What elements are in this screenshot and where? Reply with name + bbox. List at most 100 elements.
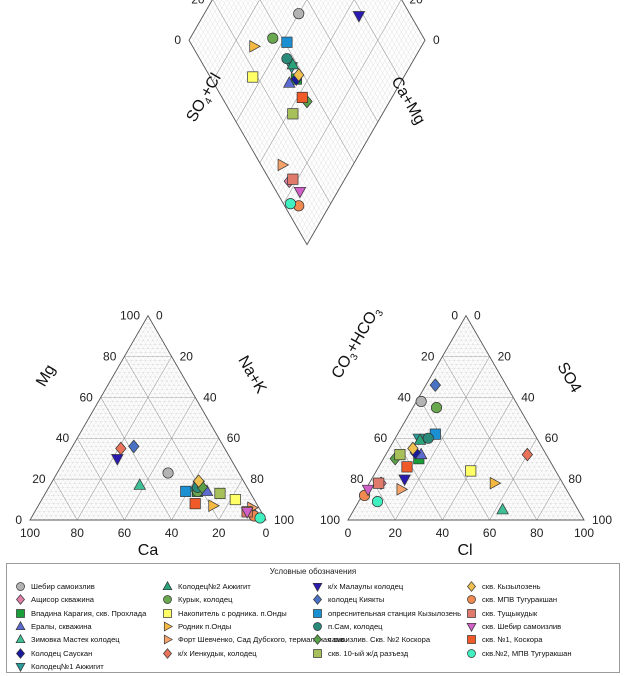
anion-point-circle — [430, 402, 443, 414]
legend-item-label: Колодец№1 Акжигит — [31, 661, 104, 671]
legend-item: колодец Киякты — [312, 593, 466, 606]
legend-item-label: к/х Малаулы колодец — [328, 582, 404, 592]
legend-item: Колодец№1 Акжигит — [15, 660, 162, 673]
sample-points — [111, 8, 534, 524]
tick-label: 20 — [409, 0, 423, 6]
tick-label: 100 — [320, 513, 340, 527]
legend-item-label: колодец Киякты — [328, 595, 385, 605]
legend-column: к/х Малаулы колодец колодец Киякты опресни… — [312, 580, 466, 673]
tick-label: 60 — [483, 526, 497, 540]
tick-label: 80 — [250, 472, 264, 486]
legend-item: к/х Иенкудык, колодец — [162, 646, 312, 659]
tick-label: 0 — [345, 526, 352, 540]
legend-item-label: Ащисор скважина — [31, 595, 95, 605]
tick-label: 40 — [521, 390, 535, 404]
square-marker-icon — [467, 635, 476, 645]
tick-label: 80 — [530, 526, 544, 540]
tick-label: 100 — [592, 513, 612, 527]
tick-labels: 0002020204040406060608080801001001000100… — [15, 0, 612, 540]
anion-point-square — [373, 477, 385, 489]
diamond-point-square — [287, 173, 299, 185]
anion-point-triangle-up — [496, 502, 509, 515]
legend-item-label: Колодец Саускан — [31, 648, 93, 658]
anion-x-label: Cl — [457, 542, 472, 559]
anion-point-square — [401, 461, 413, 473]
legend-item-label: Накопитель с родника. п.Онды — [178, 608, 287, 618]
cation-point-square — [180, 485, 192, 497]
cation-point-square — [214, 487, 226, 499]
anion-point-triangle-right — [489, 476, 502, 490]
tick-label: 0 — [451, 309, 458, 323]
circle-marker-icon — [16, 582, 25, 591]
legend-item-label: Шебир самоизлив — [31, 582, 95, 592]
cation-point-triangle-down — [240, 507, 254, 519]
legend-item-label: скв. 10-ый ж/д разъезд — [328, 648, 409, 658]
diamond-point-circle — [293, 8, 305, 20]
legend-item-label: Курык, колодец — [178, 595, 233, 605]
tick-label: 40 — [203, 390, 217, 404]
tick-label: 20 — [212, 526, 226, 540]
legend-item-label: Зимовка Мастек колодец — [31, 635, 120, 645]
cation-point-square — [189, 498, 201, 510]
diamond-point-square — [296, 91, 308, 103]
tick-label: 60 — [79, 390, 93, 404]
cation-point-diamond — [193, 474, 205, 488]
legend-item: Колодец Саускан — [15, 646, 162, 659]
diamond-point-circle — [284, 198, 297, 210]
tick-label: 20 — [180, 349, 194, 363]
anion-point-triangle-down — [398, 474, 411, 487]
legend-item: скв. 10-ый ж/д разъезд — [312, 646, 466, 659]
legend-item: Зимовка Мастек колодец — [15, 633, 162, 646]
legend-item: Ералы, скважина — [15, 620, 162, 633]
tick-label: 40 — [397, 390, 411, 404]
legend-item: самоизлив. Скв. №2 Коскора — [312, 633, 466, 646]
anion-point-circle — [415, 395, 427, 408]
diamond-point-triangle-right — [249, 40, 261, 53]
diamond-marker-icon — [16, 594, 25, 606]
square-marker-icon — [163, 608, 172, 618]
tick-label: 60 — [374, 431, 388, 445]
tick-label: 80 — [71, 526, 85, 540]
diamond-marker-icon — [163, 647, 172, 659]
legend-item-label: Родник п.Онды — [178, 622, 232, 632]
tick-label: 0 — [433, 33, 440, 47]
cation-point-diamond — [128, 439, 140, 454]
tick-label: 20 — [421, 349, 435, 363]
cation-left-label: Mg — [33, 362, 59, 390]
cation-point-triangle-down — [111, 454, 124, 466]
square-marker-icon — [313, 648, 322, 658]
diamond-marker-icon — [313, 594, 322, 606]
triangle-outlines — [29, 0, 585, 521]
triangle-up-marker-icon — [15, 621, 26, 631]
tick-label: 0 — [15, 513, 22, 527]
diamond-point-triangle-right — [277, 158, 290, 172]
cation-point-triangle-right — [208, 499, 220, 513]
legend-item: скв. Кызылозень — [466, 580, 615, 593]
cation-point-square — [229, 494, 241, 506]
legend-item: Ащисор скважина — [15, 593, 162, 606]
tick-label: 20 — [191, 0, 205, 6]
legend-item-label: самоизлив. Скв. №2 Коскора — [328, 635, 431, 645]
legend-item: Форт Шевченко, Сад Дубского, термальная … — [162, 633, 347, 646]
anion-point-circle — [371, 496, 384, 508]
anion-point-diamond — [521, 447, 534, 462]
circle-marker-icon — [313, 622, 322, 631]
tick-label: 40 — [436, 526, 450, 540]
legend-title: Условные обозначения — [269, 567, 357, 576]
legend-item-label: Форт Шевченко, Сад Дубского, термальная … — [178, 635, 347, 645]
legend-item: Накопитель с родника. п.Онды — [162, 607, 312, 620]
legend-item: п.Сам, колодец — [312, 620, 466, 633]
circle-marker-icon — [163, 595, 172, 605]
tick-label: 60 — [118, 526, 132, 540]
tick-label: 40 — [56, 431, 70, 445]
tick-label: 0 — [156, 309, 163, 323]
tick-label: 20 — [498, 349, 512, 363]
triangle-outline — [347, 314, 585, 521]
diamond-point-triangle-up — [282, 76, 296, 88]
legend-item: скв.№2, МПВ Тугуракшан — [466, 646, 615, 659]
cation-x-label: Ca — [138, 542, 159, 559]
triangle-down-marker-icon — [466, 622, 477, 633]
tick-label: 20 — [389, 526, 403, 540]
legend-item: скв. Шебир самоизлив — [466, 620, 615, 633]
circle-marker-icon — [467, 595, 476, 605]
